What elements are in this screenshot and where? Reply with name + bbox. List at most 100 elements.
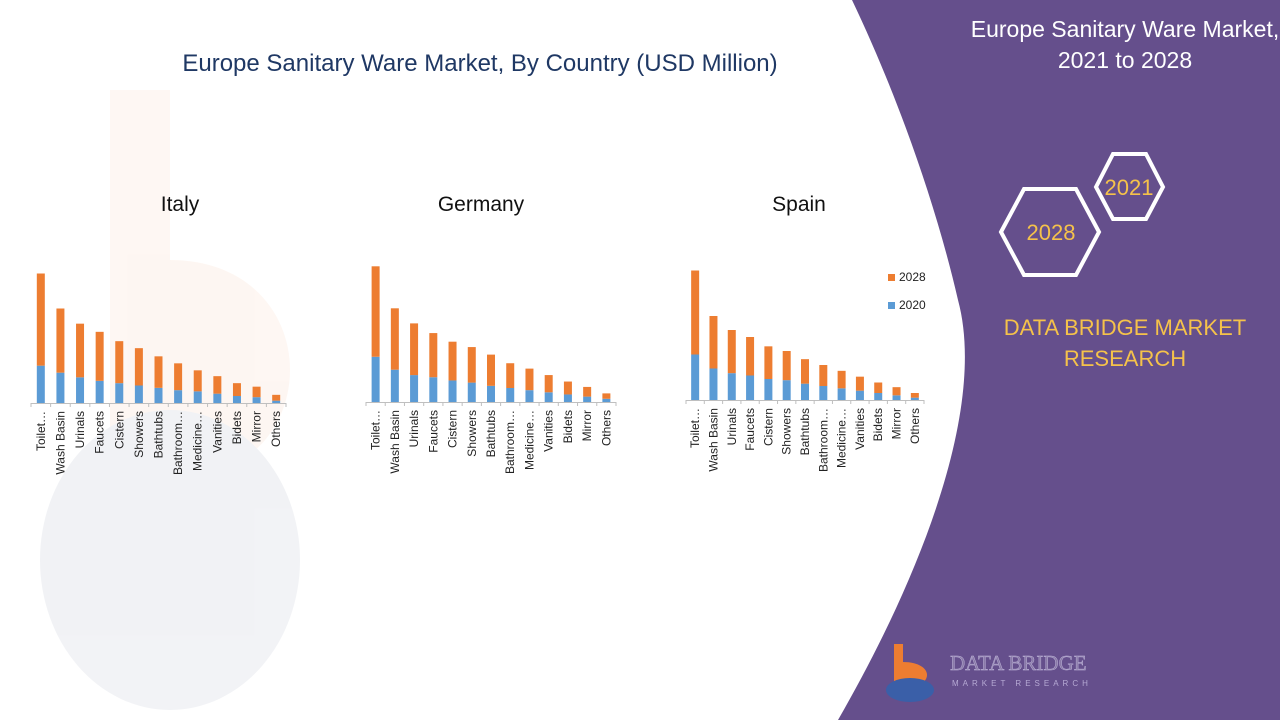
bar-2028 bbox=[525, 368, 534, 391]
category-label: Wash Basin bbox=[53, 411, 67, 475]
bar-2028 bbox=[174, 363, 183, 391]
category-label: Bathroom… bbox=[503, 410, 517, 474]
bar-2028 bbox=[272, 394, 281, 401]
legend-label-2020: 2020 bbox=[899, 298, 926, 312]
category-label: Medicine… bbox=[522, 410, 536, 470]
bar-2020 bbox=[583, 396, 592, 402]
bar-2028 bbox=[563, 381, 572, 395]
bar-2028 bbox=[429, 333, 438, 378]
bar-2020 bbox=[76, 377, 85, 403]
bar-2028 bbox=[448, 341, 457, 381]
category-label: Showers bbox=[780, 408, 794, 455]
bar-2020 bbox=[213, 393, 222, 403]
hex-year-2028: 2028 bbox=[1027, 220, 1076, 245]
bar-2020 bbox=[154, 387, 163, 403]
chart-title-germany: Germany bbox=[437, 193, 525, 216]
category-label: Medicine… bbox=[835, 408, 849, 468]
category-label: Wash Basin bbox=[388, 410, 402, 474]
bar-2020 bbox=[525, 390, 534, 402]
bar-2028 bbox=[583, 386, 592, 397]
hexagon-2021 bbox=[1093, 152, 1166, 221]
category-label: Urinals bbox=[407, 410, 421, 447]
bar-2028 bbox=[892, 387, 901, 396]
bar-2020 bbox=[506, 388, 515, 402]
bar-2020 bbox=[892, 395, 901, 400]
bar-2020 bbox=[544, 392, 553, 402]
bar-2028 bbox=[154, 356, 163, 388]
bar-2028 bbox=[487, 354, 495, 386]
category-label: Vanities bbox=[542, 410, 556, 452]
bar-2028 bbox=[837, 370, 846, 389]
bar-2028 bbox=[764, 346, 773, 379]
page-title: Europe Sanitary Ware Market, By Country … bbox=[182, 50, 778, 77]
category-label: Wash Basin bbox=[706, 408, 720, 472]
bar-2028 bbox=[134, 348, 143, 386]
category-label: Faucets bbox=[426, 410, 440, 453]
category-label: Medicine… bbox=[191, 411, 205, 471]
category-label: Faucets bbox=[93, 411, 107, 454]
brand-text: DATA BRIDGE MARKET RESEARCH bbox=[980, 312, 1270, 374]
watermark bbox=[40, 90, 300, 710]
category-label: Cistern bbox=[761, 408, 775, 446]
bar-2028 bbox=[115, 341, 124, 384]
legend-swatch-2028 bbox=[888, 273, 895, 281]
category-label: Bathtubs bbox=[484, 410, 498, 457]
category-label: Toilet… bbox=[34, 411, 48, 451]
bar-2020 bbox=[837, 388, 846, 400]
bar-2028 bbox=[193, 370, 202, 392]
bar-2028 bbox=[746, 337, 755, 376]
category-label: Mirror bbox=[580, 410, 594, 441]
bar-2020 bbox=[563, 394, 572, 402]
side-panel bbox=[838, 0, 1280, 720]
legend-swatch-2020 bbox=[888, 301, 895, 309]
category-label: Mirror bbox=[250, 411, 264, 442]
category-label: Bathtubs bbox=[798, 408, 812, 455]
sidebar-title-line2: 2021 to 2028 bbox=[1057, 47, 1193, 73]
year-hexagons: 2021 2028 bbox=[998, 152, 1166, 277]
bar-2020 bbox=[193, 391, 202, 403]
bar-2028 bbox=[782, 351, 791, 381]
bar-2020 bbox=[727, 373, 736, 400]
bar-2020 bbox=[272, 400, 281, 403]
bar-2020 bbox=[874, 393, 883, 400]
bar-2020 bbox=[448, 380, 457, 402]
logo-mark-bar bbox=[894, 644, 903, 688]
legend-item-2028: 2028 bbox=[888, 270, 926, 284]
category-label: Bidets bbox=[230, 411, 244, 444]
category-label: Others bbox=[599, 410, 613, 446]
category-label: Others bbox=[908, 408, 922, 444]
bar-2020 bbox=[371, 356, 380, 402]
bar-2028 bbox=[467, 347, 476, 383]
category-label: Vanities bbox=[853, 408, 867, 450]
data-bridge-logo: DATA BRIDGE MARKET RESEARCH bbox=[886, 644, 1088, 702]
bar-2020 bbox=[252, 397, 261, 403]
bar-2028 bbox=[709, 316, 718, 369]
bar-2020 bbox=[174, 390, 183, 403]
bar-2020 bbox=[801, 383, 809, 400]
bar-2028 bbox=[801, 359, 809, 384]
category-label: Toilet… bbox=[688, 408, 702, 448]
bar-2028 bbox=[819, 365, 828, 386]
bar-2028 bbox=[602, 393, 611, 399]
bar-2028 bbox=[56, 308, 65, 373]
logo-name: DATA BRIDGE bbox=[950, 651, 1087, 675]
brand-line2: RESEARCH bbox=[1063, 346, 1187, 371]
bar-2020 bbox=[602, 398, 611, 402]
hexagon-2028 bbox=[998, 187, 1102, 277]
bar-2020 bbox=[819, 386, 828, 400]
category-label: Showers bbox=[465, 410, 479, 457]
category-label: Cistern bbox=[112, 411, 126, 449]
chart-title-spain: Spain bbox=[772, 193, 826, 216]
bar-2020 bbox=[410, 375, 419, 402]
bar-2028 bbox=[506, 363, 515, 388]
category-label: Others bbox=[269, 411, 283, 447]
bar-2028 bbox=[95, 331, 104, 381]
bar-2020 bbox=[429, 377, 438, 402]
category-label: Bathtubs bbox=[152, 411, 166, 458]
hex-year-2021: 2021 bbox=[1105, 175, 1154, 200]
bar-2020 bbox=[910, 397, 919, 400]
bar-2020 bbox=[134, 385, 143, 403]
category-label: Bathroom… bbox=[816, 408, 830, 472]
bar-2028 bbox=[410, 323, 419, 376]
chart-2: Toilet… Wash Basin Urinals Faucets Cistern Sh… bbox=[685, 270, 925, 472]
